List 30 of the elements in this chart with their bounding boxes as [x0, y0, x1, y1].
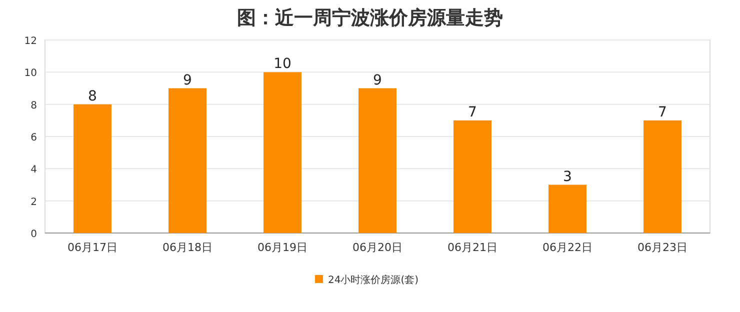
bar	[358, 88, 396, 233]
y-tick-label: 12	[24, 36, 37, 47]
x-tick-label: 06月17日	[68, 241, 118, 254]
data-label: 9	[373, 72, 382, 88]
data-label: 9	[183, 72, 192, 88]
data-label: 3	[563, 168, 572, 185]
y-tick-label: 2	[30, 196, 37, 208]
bar	[454, 120, 492, 233]
x-tick-label: 06月23日	[638, 241, 688, 254]
data-label: 8	[88, 88, 97, 104]
y-tick-label: 4	[30, 164, 37, 176]
x-tick-label: 06月21日	[448, 241, 498, 254]
y-tick-label: 0	[30, 229, 37, 240]
bar	[548, 184, 586, 233]
y-tick-label: 10	[24, 68, 37, 80]
data-label: 10	[274, 56, 292, 72]
x-tick-label: 06月18日	[162, 241, 212, 254]
x-tick-label: 06月19日	[258, 241, 308, 254]
data-label: 7	[468, 104, 477, 120]
bar	[644, 120, 682, 233]
chart-title: 图：近一周宁波涨价房源量走势	[237, 7, 503, 29]
bar	[74, 104, 112, 233]
y-tick-label: 8	[30, 100, 37, 112]
data-label: 7	[658, 104, 667, 120]
y-tick-label: 6	[30, 132, 37, 144]
bar	[264, 72, 302, 233]
bar	[168, 88, 206, 233]
x-tick-label: 06月22日	[542, 241, 592, 254]
x-tick-label: 06月20日	[352, 241, 402, 254]
legend-label: 24小时涨价房源(套)	[328, 274, 419, 286]
